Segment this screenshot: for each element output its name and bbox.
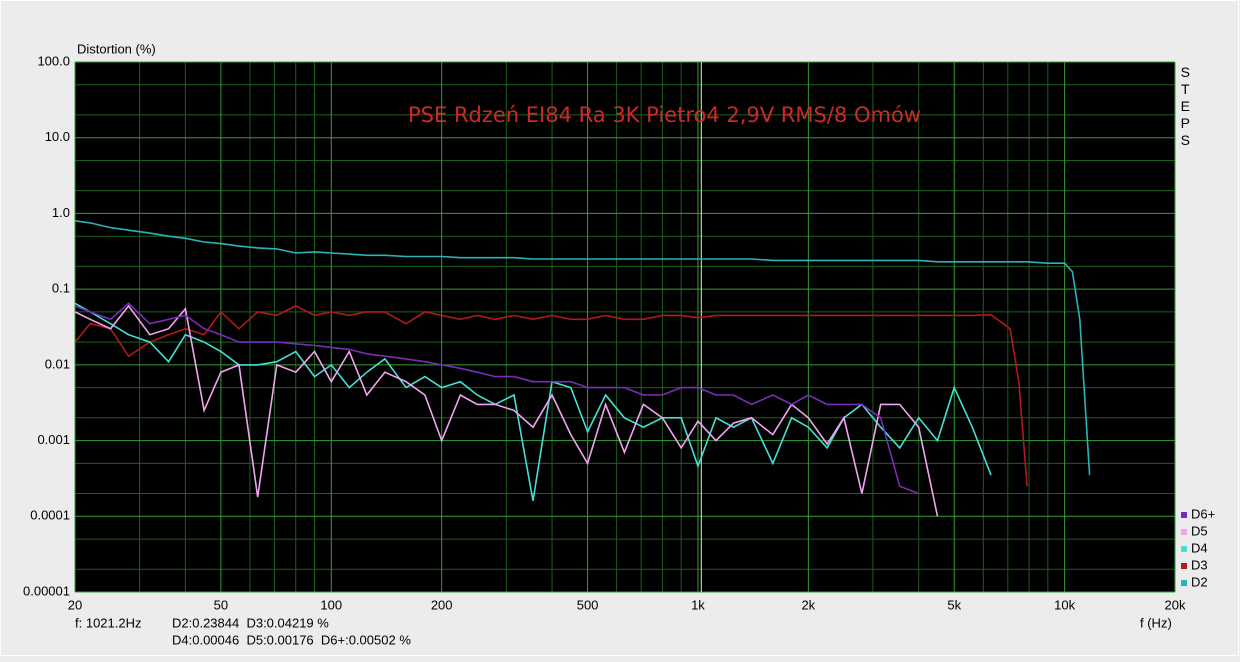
legend-swatch (1181, 563, 1187, 569)
legend-label: D2 (1191, 574, 1208, 589)
x-tick-label: 2k (801, 597, 815, 612)
x-tick-label: 200 (431, 597, 453, 612)
annotation: f: 1021.2Hz (75, 615, 142, 630)
y-tick-label: 1.0 (52, 205, 70, 220)
series-line (74, 302, 919, 495)
x-tick-label: 100 (320, 597, 342, 612)
x-tick-label: 20 (68, 597, 82, 612)
legend-swatch (1181, 529, 1187, 535)
series-line (74, 305, 1028, 487)
x-tick-label: 50 (214, 597, 228, 612)
x-tick-label: 1k (691, 597, 705, 612)
annotation: D4:0.00046 D5:0.00176 D6+:0.00502 % (172, 632, 411, 647)
legend-swatch (1181, 512, 1187, 518)
legend-label: D6+ (1191, 506, 1215, 521)
x-tick-label: 20k (1165, 597, 1186, 612)
y-tick-label: 10.0 (45, 129, 70, 144)
series-line (74, 304, 939, 517)
x-tick-label: 5k (947, 597, 961, 612)
y-tick-label: 0.1 (52, 281, 70, 296)
annotation: D2:0.23844 D3:0.04219 % (172, 615, 329, 630)
legend-label: D4 (1191, 540, 1208, 555)
legend-label: D5 (1191, 523, 1208, 538)
y-tick-label: 100.0 (37, 53, 70, 68)
plot-area (75, 62, 1175, 592)
y-tick-label: 0.01 (45, 356, 70, 371)
y-axis-label: Distortion (%) (77, 41, 156, 56)
y-tick-label: 0.00001 (23, 583, 70, 598)
x-axis-label: f (Hz) (1140, 615, 1172, 630)
series-line (74, 220, 1091, 476)
legend-swatch (1181, 580, 1187, 586)
lines (74, 220, 1091, 517)
chart-title: PSE Rdzeń EI84 Ra 3K Pietro4 2,9V RMS/8 … (408, 103, 921, 127)
legend-label: D3 (1191, 557, 1208, 572)
legend-swatch (1181, 546, 1187, 552)
x-tick-label: 10k (1054, 597, 1075, 612)
y-tick-label: 0.0001 (30, 508, 70, 523)
x-tick-label: 500 (577, 597, 599, 612)
right-label: STEPS (1177, 64, 1193, 149)
y-tick-label: 0.001 (37, 432, 70, 447)
